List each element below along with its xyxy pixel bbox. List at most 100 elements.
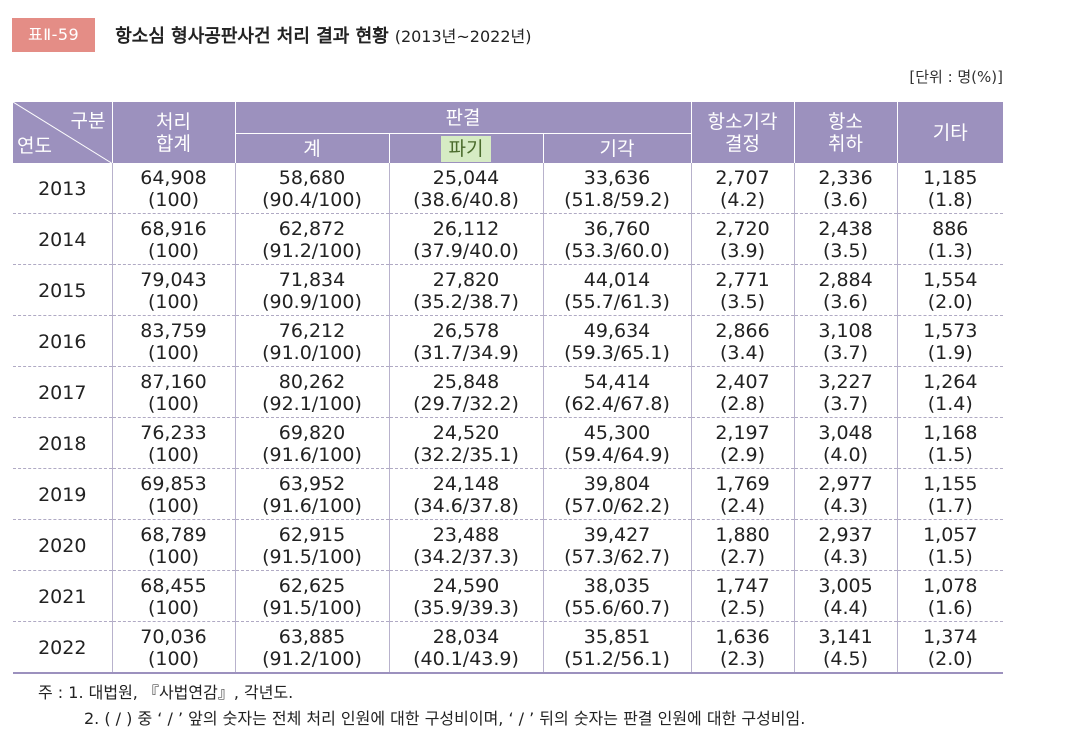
cell-value: 2,197 <box>715 422 770 444</box>
table-row: 2015 79,043 (100) 71,834 (90.9/100) 27,820 (35… <box>13 264 1004 316</box>
cell-dismissal-decision: 2,866 (3.4) <box>690 315 795 367</box>
cell-dismissal-decision: 1,747 (2.5) <box>690 570 795 622</box>
cell-value: 63,885 <box>278 626 346 648</box>
cell-percent: (38.6/40.8) <box>413 189 519 211</box>
header-appeal-withdrawal: 항소 취하 <box>793 102 898 163</box>
cell-withdrawal: 3,005 (4.4) <box>793 570 898 622</box>
corner-label-category: 구분 <box>70 110 106 132</box>
cell-percent: (37.9/40.0) <box>413 240 519 262</box>
cell-value: 2,336 <box>818 167 873 189</box>
cell-percent: (3.7) <box>822 342 869 364</box>
table-title: 항소심 형사공판사건 처리 결과 현황 (2013년~2022년) <box>115 22 531 48</box>
table-title-text: 항소심 형사공판사건 처리 결과 현황 <box>115 26 389 47</box>
cell-percent: (3.6) <box>822 189 869 211</box>
header-judgment-sum: 계 <box>234 133 390 163</box>
cell-percent: (91.2/100) <box>262 648 362 670</box>
header-judgment-group: 판결 <box>234 102 692 134</box>
cell-percent: (34.2/37.3) <box>413 546 519 568</box>
table-body: 2013 64,908 (100) 58,680 (90.4/100) 25,044 (38… <box>13 163 1004 674</box>
cell-value: 27,820 <box>432 269 500 291</box>
cell-percent: (2.7) <box>719 546 766 568</box>
cell-dismissal: 44,014 (55.7/61.3) <box>542 264 692 316</box>
cell-value: 2,937 <box>818 524 873 546</box>
cell-percent: (2.5) <box>719 597 766 619</box>
cell-percent: (100) <box>147 597 200 619</box>
cell-year: 2019 <box>13 468 112 520</box>
cell-percent: (91.6/100) <box>262 495 362 517</box>
cell-value: 28,034 <box>432 626 500 648</box>
cell-withdrawal: 3,141 (4.5) <box>793 621 898 674</box>
header-reversal-label: 파기 <box>440 135 492 162</box>
cell-percent: (51.2/56.1) <box>564 648 670 670</box>
cell-value: 54,414 <box>583 371 651 393</box>
corner-diagonal-line <box>13 102 112 163</box>
header-judgment-reversal: 파기 <box>388 133 544 163</box>
header-processed-total: 처리 합계 <box>111 102 236 163</box>
cell-value: 1,747 <box>715 575 770 597</box>
cell-value: 62,872 <box>278 218 346 240</box>
cell-percent: (1.4) <box>927 393 973 415</box>
cell-total: 68,916 (100) <box>111 213 235 265</box>
cell-value: 68,455 <box>140 575 207 597</box>
cell-dismissal-decision: 2,407 (2.8) <box>690 366 795 418</box>
table-row: 2022 70,036 (100) 63,885 (91.2/100) 28,034 (40… <box>13 621 1004 674</box>
cell-withdrawal: 2,884 (3.6) <box>793 264 898 316</box>
header-appeal-dismissal-decision: 항소기각 결정 <box>690 102 795 163</box>
cell-value: 83,759 <box>140 320 207 342</box>
table-row: 2017 87,160 (100) 80,262 (92.1/100) 25,848 (29… <box>13 366 1004 418</box>
cell-judgment-sum: 63,952 (91.6/100) <box>234 468 389 520</box>
cell-year: 2020 <box>13 519 112 571</box>
cell-value: 35,851 <box>583 626 651 648</box>
cell-year: 2021 <box>13 570 112 622</box>
cell-judgment-sum: 71,834 (90.9/100) <box>234 264 389 316</box>
cell-value: 25,044 <box>432 167 500 189</box>
corner-header: 구분 연도 <box>13 102 113 163</box>
cell-percent: (4.0) <box>822 444 869 466</box>
cell-percent: (31.7/34.9) <box>413 342 519 364</box>
cell-value: 76,233 <box>140 422 207 444</box>
cell-percent: (55.6/60.7) <box>564 597 670 619</box>
unit-label: [단위 : 명(%)] <box>909 68 1003 86</box>
cell-year: 2018 <box>13 417 112 469</box>
cell-value: 39,804 <box>583 473 651 495</box>
cell-year: 2022 <box>13 621 112 674</box>
cell-dismissal-decision: 2,771 (3.5) <box>690 264 795 316</box>
cell-dismissal: 45,300 (59.4/64.9) <box>542 417 692 469</box>
cell-percent: (1.6) <box>927 597 973 619</box>
cell-dismissal-decision: 1,880 (2.7) <box>690 519 795 571</box>
cell-percent: (3.7) <box>822 393 869 415</box>
cell-value: 80,262 <box>278 371 346 393</box>
cell-judgment-sum: 62,625 (91.5/100) <box>234 570 389 622</box>
data-table: 구분 연도 처리 합계 판결 항소기각 결정 항소 취하 기타 계 파기 기각 … <box>13 102 1004 674</box>
footnote-1: 주 : 1. 대법원, 『사법연감』, 각년도. <box>38 683 294 702</box>
cell-percent: (100) <box>147 648 200 670</box>
cell-total: 76,233 (100) <box>111 417 235 469</box>
cell-value: 69,820 <box>278 422 346 444</box>
cell-percent: (55.7/61.3) <box>564 291 670 313</box>
cell-percent: (1.9) <box>927 342 973 364</box>
cell-percent: (91.5/100) <box>262 546 362 568</box>
cell-dismissal: 36,760 (53.3/60.0) <box>542 213 692 265</box>
cell-value: 70,036 <box>140 626 207 648</box>
cell-withdrawal: 3,048 (4.0) <box>793 417 898 469</box>
cell-percent: (100) <box>147 189 200 211</box>
cell-year: 2017 <box>13 366 112 418</box>
cell-withdrawal: 2,336 (3.6) <box>793 163 898 214</box>
header-other: 기타 <box>896 102 1004 163</box>
cell-value: 39,427 <box>583 524 651 546</box>
cell-reversal: 27,820 (35.2/38.7) <box>388 264 543 316</box>
cell-value: 2,720 <box>715 218 770 240</box>
cell-percent: (57.3/62.7) <box>564 546 670 568</box>
cell-value: 1,185 <box>923 167 978 189</box>
cell-judgment-sum: 62,915 (91.5/100) <box>234 519 389 571</box>
cell-value: 3,048 <box>818 422 873 444</box>
cell-judgment-sum: 80,262 (92.1/100) <box>234 366 389 418</box>
cell-percent: (3.6) <box>822 291 869 313</box>
cell-percent: (2.3) <box>719 648 766 670</box>
cell-percent: (92.1/100) <box>262 393 362 415</box>
cell-percent: (100) <box>147 240 200 262</box>
cell-other: 1,573 (1.9) <box>896 315 1004 367</box>
cell-reversal: 24,148 (34.6/37.8) <box>388 468 543 520</box>
cell-percent: (35.2/38.7) <box>413 291 519 313</box>
cell-other: 1,374 (2.0) <box>896 621 1004 674</box>
